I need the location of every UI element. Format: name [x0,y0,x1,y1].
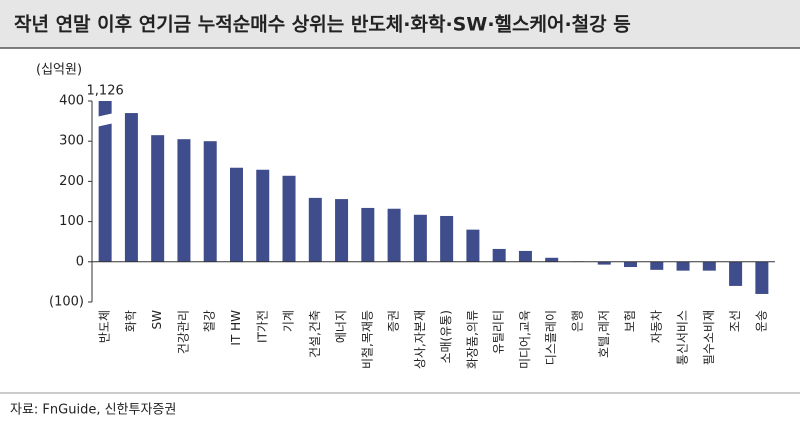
bar [308,197,322,262]
bar [729,261,743,286]
bar [98,101,112,262]
bar [650,261,664,270]
bar [597,261,611,265]
x-tick-label: 운송 [754,310,768,332]
x-tick-label: 화장품,의류 [465,310,479,369]
bar [282,175,296,262]
bar [151,135,165,262]
bar [229,167,243,262]
bar [466,229,480,262]
bar [361,207,375,262]
x-tick-label: 반도체 [98,310,112,343]
bar [124,113,138,262]
y-tick-label: 400 [59,94,84,109]
y-tick-label: 0 [76,254,84,269]
bar [518,250,532,262]
x-tick-label: 상사,자본재 [413,310,427,369]
y-tick-label: 200 [59,174,84,189]
bar [702,261,716,271]
bars [98,101,769,294]
x-tick-label: 조선 [728,310,742,332]
y-axis-label: (십억원) [36,63,82,78]
x-tick-label: 증권 [387,310,401,332]
x-tick-label: 에너지 [334,310,348,343]
x-tick-label: 통신서비스 [676,310,690,365]
chart-title: 작년 연말 이후 연기금 누적순매수 상위는 반도체·화학·SW·헬스케어·철강… [14,14,631,36]
x-tick-label: IT가전 [255,310,269,343]
bar [440,215,454,262]
bar [755,261,769,294]
bar [492,248,506,262]
bar [545,257,559,262]
x-tick-label: 자동차 [649,310,663,343]
axis-break [96,113,115,127]
x-tick-label: 보험 [623,310,637,332]
x-tick-label: 철강 [203,310,217,332]
bar [177,139,191,262]
x-tick-label: 건강관리 [176,310,190,354]
x-tick-label: 호텔,레저 [597,310,611,358]
x-tick-label: 기계 [282,310,296,332]
bar [335,199,349,262]
x-tick-label: 유틸리티 [492,310,506,354]
x-tick-label: 소매(유통) [439,310,453,364]
source: 자료: FnGuide, 신한투자증권 [10,403,176,418]
bar [387,208,401,262]
x-tick-label: 미디어,교육 [518,310,532,369]
bar [203,141,217,262]
y-tick-label: 100 [59,214,84,229]
x-tick-label: 은행 [569,310,584,332]
x-tick-label: SW [150,310,164,330]
x-tick-label: IT HW [229,310,243,346]
x-tick-label: 화학 [124,310,138,332]
bar [256,169,270,262]
x-tick-label: 디스플레이 [544,310,558,365]
y-tick-label: (100) [49,295,84,310]
y-tick-label: 300 [59,134,84,149]
bar [676,261,690,271]
bar [624,261,638,268]
x-tick-label: 건설,건축 [308,310,322,358]
value-label: 1,126 [87,84,124,99]
bar [413,214,427,262]
x-tick-label: 필수소비재 [702,310,716,365]
title-bar [0,0,800,48]
x-tick-label: 비철,목재등 [360,310,374,369]
